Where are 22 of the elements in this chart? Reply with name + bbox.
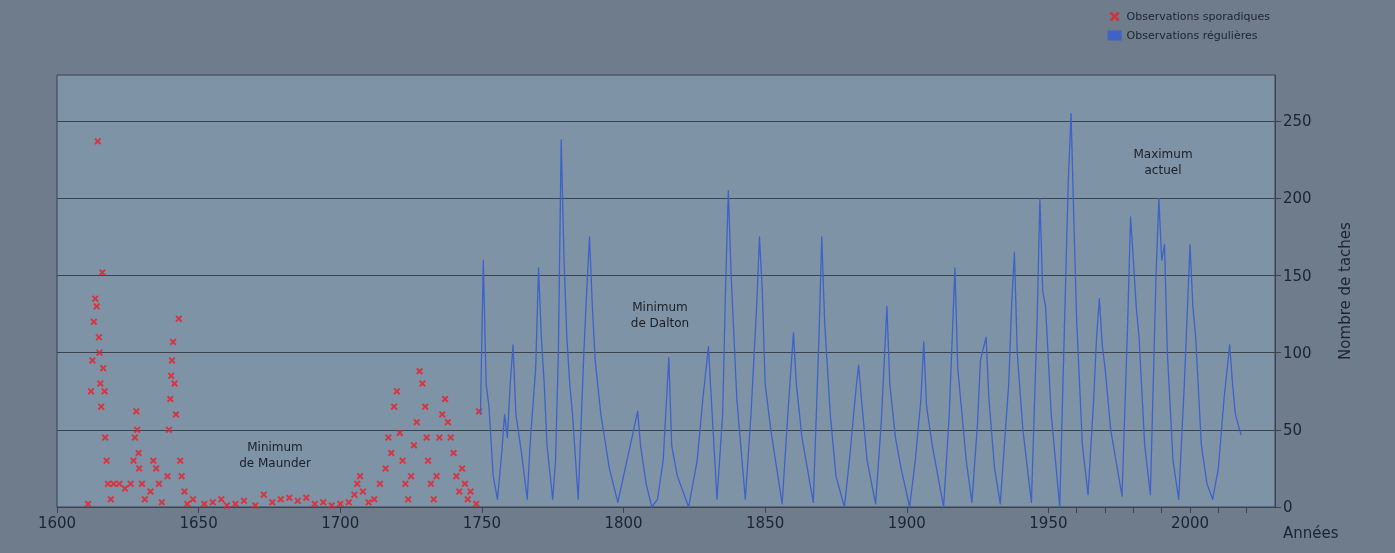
y-tick-label: 250 [1283,112,1312,131]
y-tick-label: 0 [1283,498,1293,516]
x-axis-title: Années [1283,523,1339,542]
legend-label: Observations sporadiques [1126,10,1271,23]
x-tick-label: 1950 [1029,513,1068,532]
y-tick-label: 100 [1283,343,1312,362]
annotation: Maximum actuel [1133,147,1193,177]
legend-label: Observations régulières [1126,29,1258,42]
x-tick-label: 1650 [179,513,218,532]
annotation: Minimum de Dalton [630,300,690,330]
annotation: Minimum de Maunder [239,440,311,470]
x-tick-label: 1900 [887,513,926,532]
y-tick-label: 200 [1283,189,1312,208]
x-tick-label: 1850 [746,513,785,532]
y-tick-label: 150 [1283,266,1312,285]
y-tick-label: 50 [1283,420,1303,439]
x-tick-label: 1750 [462,513,501,532]
x-tick-label: 1800 [604,513,643,532]
x-tick-label: 2000 [1170,513,1210,532]
x-tick-label: 1700 [321,513,360,532]
x-tick-label: 1600 [37,513,77,532]
y-axis-title: Nombre de taches [1335,221,1354,360]
